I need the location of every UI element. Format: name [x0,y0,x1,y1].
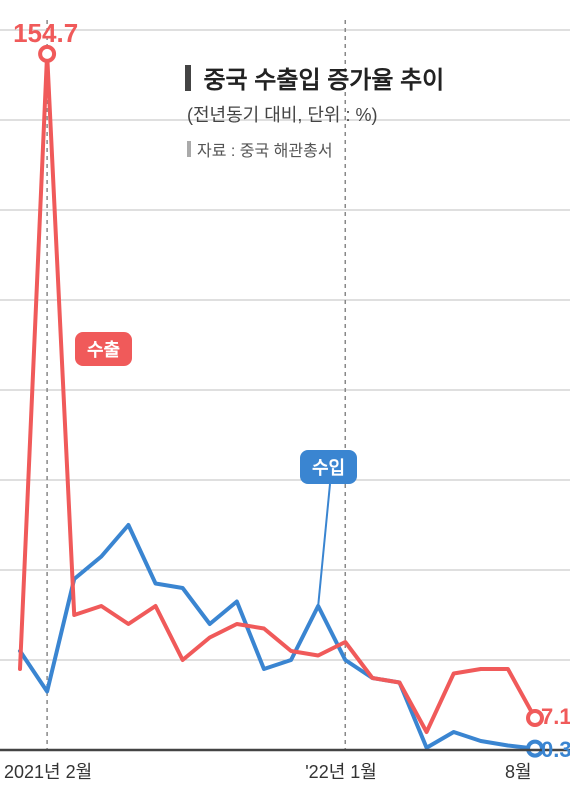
imports-tag: 수입 [300,450,357,484]
x-axis-label: 8월 [505,758,532,784]
title-row: 중국 수출입 증가율 추이 [185,60,444,95]
imports-end-label: 0.3 [541,737,570,763]
tag-pointers [318,484,330,606]
chart-title: 중국 수출입 증가율 추이 [203,67,444,94]
x-axis-label: '22년 1월 [305,758,377,784]
chart-subtitle: (전년동기 대비, 단위 : %) [187,101,444,127]
x-axis-label: 2021년 2월 [4,758,92,784]
exports-tag: 수출 [75,332,132,366]
chart-source: 자료 : 중국 해관총서 [187,137,444,161]
title-block: 중국 수출입 증가율 추이 (전년동기 대비, 단위 : %) 자료 : 중국 … [185,60,444,161]
peak-value-label: 154.7 [13,18,78,49]
exports-end-label: 7.1 [541,704,570,730]
title-bar [185,65,191,91]
chart-container: 중국 수출입 증가율 추이 (전년동기 대비, 단위 : %) 자료 : 중국 … [0,0,570,787]
source-bar [187,141,191,157]
source-text: 자료 : 중국 해관총서 [197,137,333,161]
